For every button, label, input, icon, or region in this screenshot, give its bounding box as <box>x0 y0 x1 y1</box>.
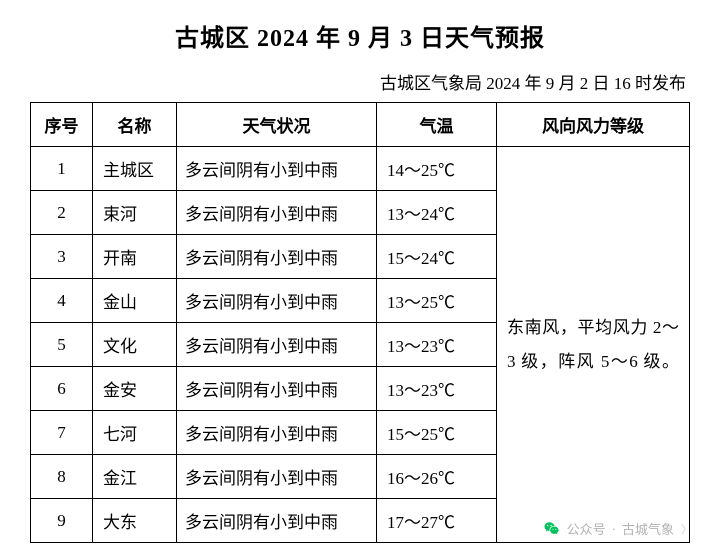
header-temp: 气温 <box>377 103 497 147</box>
cell-condition: 多云间阴有小到中雨 <box>177 323 377 367</box>
header-name: 名称 <box>93 103 177 147</box>
cell-name: 文化 <box>93 323 177 367</box>
publish-info: 古城区气象局 2024 年 9 月 2 日 16 时发布 <box>30 69 690 94</box>
cell-name: 开南 <box>93 235 177 279</box>
cell-seq: 3 <box>31 235 93 279</box>
table-row: 1主城区多云间阴有小到中雨14～25℃东南风，平均风力 2～3 级，阵风 5～6… <box>31 147 690 191</box>
cell-seq: 6 <box>31 367 93 411</box>
footer-label: 公众号 <box>567 519 606 538</box>
weather-table: 序号 名称 天气状况 气温 风向风力等级 1主城区多云间阴有小到中雨14～25℃… <box>30 102 690 543</box>
cell-seq: 5 <box>31 323 93 367</box>
cell-name: 金安 <box>93 367 177 411</box>
cell-name: 金江 <box>93 455 177 499</box>
cell-temp: 13～24℃ <box>377 191 497 235</box>
cell-temp: 13～23℃ <box>377 323 497 367</box>
cell-condition: 多云间阴有小到中雨 <box>177 147 377 191</box>
cell-name: 主城区 <box>93 147 177 191</box>
cell-condition: 多云间阴有小到中雨 <box>177 499 377 543</box>
cell-name: 七河 <box>93 411 177 455</box>
cell-temp: 16～26℃ <box>377 455 497 499</box>
header-wind: 风向风力等级 <box>497 103 690 147</box>
header-condition: 天气状况 <box>177 103 377 147</box>
cell-condition: 多云间阴有小到中雨 <box>177 235 377 279</box>
cell-name: 大东 <box>93 499 177 543</box>
cell-condition: 多云间阴有小到中雨 <box>177 279 377 323</box>
footer-attribution: 公众号 · 古城气象 〉 <box>543 519 692 538</box>
cell-seq: 9 <box>31 499 93 543</box>
cell-temp: 14～25℃ <box>377 147 497 191</box>
cell-temp: 15～24℃ <box>377 235 497 279</box>
cell-seq: 8 <box>31 455 93 499</box>
cell-temp: 17～27℃ <box>377 499 497 543</box>
cell-temp: 13～25℃ <box>377 279 497 323</box>
cell-temp: 15～25℃ <box>377 411 497 455</box>
cell-seq: 4 <box>31 279 93 323</box>
footer-separator: · <box>612 521 616 536</box>
cell-condition: 多云间阴有小到中雨 <box>177 455 377 499</box>
cell-wind: 东南风，平均风力 2～3 级，阵风 5～6 级。 <box>497 147 690 543</box>
wechat-icon <box>543 520 561 538</box>
cell-seq: 7 <box>31 411 93 455</box>
cell-seq: 1 <box>31 147 93 191</box>
cell-condition: 多云间阴有小到中雨 <box>177 367 377 411</box>
header-seq: 序号 <box>31 103 93 147</box>
footer-account: 古城气象 <box>622 519 674 538</box>
cell-condition: 多云间阴有小到中雨 <box>177 191 377 235</box>
table-header-row: 序号 名称 天气状况 气温 风向风力等级 <box>31 103 690 147</box>
chevron-right-icon: 〉 <box>681 521 692 537</box>
cell-name: 束河 <box>93 191 177 235</box>
cell-name: 金山 <box>93 279 177 323</box>
page-title: 古城区 2024 年 9 月 3 日天气预报 <box>30 18 690 53</box>
cell-condition: 多云间阴有小到中雨 <box>177 411 377 455</box>
cell-seq: 2 <box>31 191 93 235</box>
cell-temp: 13～23℃ <box>377 367 497 411</box>
